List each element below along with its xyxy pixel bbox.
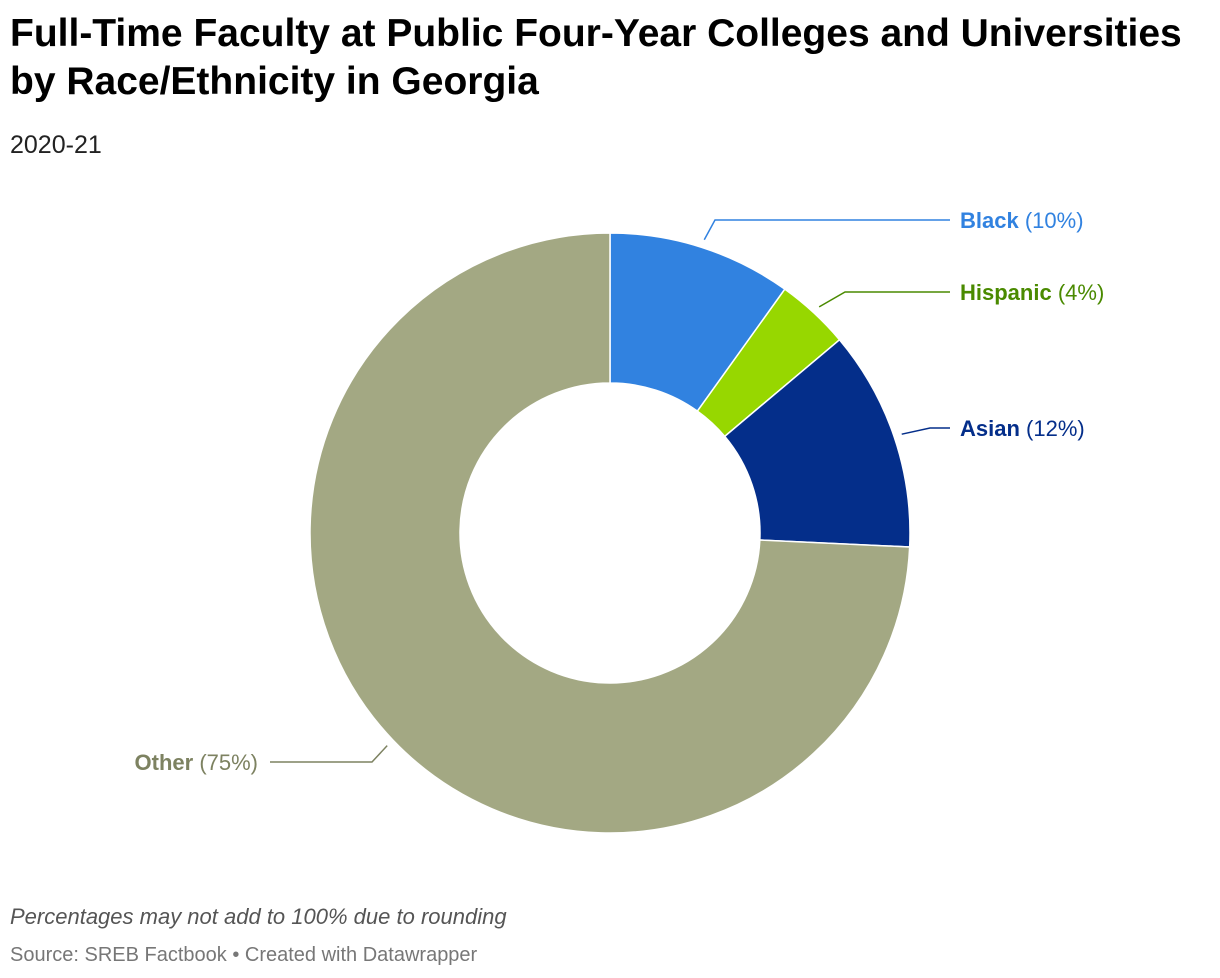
slice-label-other: Other (75%) (135, 750, 258, 775)
slice-label-name: Hispanic (960, 280, 1052, 305)
slice-label-name: Asian (960, 416, 1020, 441)
leader-line-other (270, 745, 388, 763)
chart-title: Full-Time Faculty at Public Four-Year Co… (10, 12, 1182, 103)
slice-label-value: (4%) (1052, 280, 1105, 305)
source-credit: Source: SREB Factbook • Created with Dat… (10, 944, 478, 966)
chart-subtitle: 2020-21 (10, 131, 102, 159)
donut-slices (309, 232, 911, 834)
label-leader-lines (270, 219, 950, 763)
donut-chart: Black (10%) Hispanic (4%) Asian (12%) Other… (135, 208, 1105, 834)
slice-label-name: Black (960, 208, 1019, 233)
slice-label-value: (75%) (193, 750, 258, 775)
slice-other (309, 232, 911, 834)
slice-label-value: (10%) (1019, 208, 1084, 233)
slice-label-hispanic: Hispanic (4%) (960, 280, 1104, 305)
slice-label-value: (12%) (1020, 416, 1085, 441)
slice-label-asian: Asian (12%) (960, 416, 1085, 441)
footnote: Percentages may not add to 100% due to r… (10, 904, 507, 929)
leader-line-black (703, 219, 950, 241)
leader-line-asian (901, 427, 950, 435)
slice-asian (723, 338, 911, 548)
slice-label-name: Other (135, 750, 194, 775)
slice-label-black: Black (10%) (960, 208, 1084, 233)
slice-labels: Black (10%) Hispanic (4%) Asian (12%) Other… (135, 208, 1105, 775)
leader-line-hispanic (818, 291, 950, 308)
